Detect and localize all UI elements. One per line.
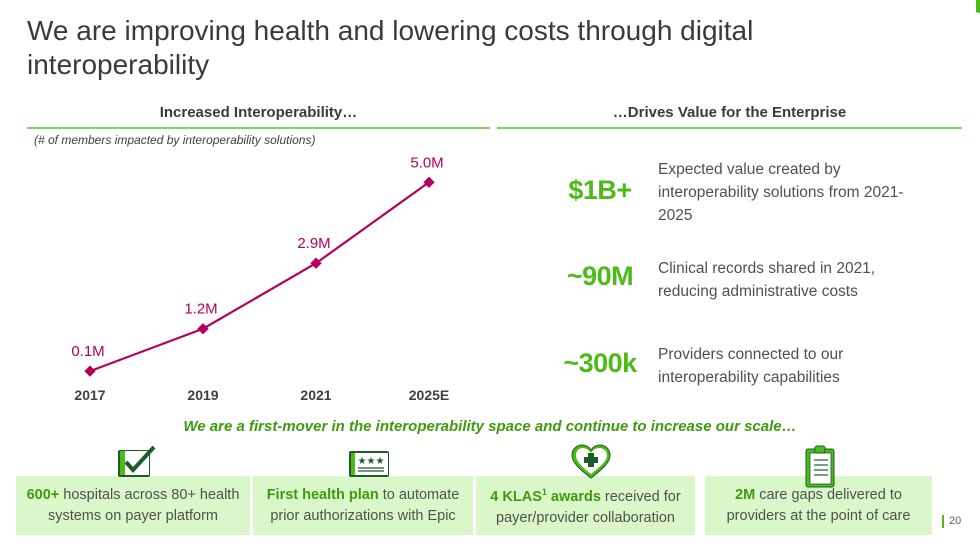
highlight-bold: First health plan — [266, 486, 379, 503]
data-point-marker — [197, 323, 209, 335]
x-tick-label: 2025E — [409, 387, 449, 403]
highlight-text: to automate prior authorizations with Ep… — [270, 486, 460, 524]
page-number: 20 — [942, 515, 961, 528]
x-tick-label: 2021 — [300, 387, 331, 403]
highlight-text: care gaps delivered to providers at the … — [726, 486, 911, 524]
metric-clinical-records: ~90M Clinical records shared in 2021, re… — [545, 257, 965, 327]
members-line-chart: 0.1M 2017 1.2M 2019 2.9M 2021 5.0M 2025E — [71, 155, 449, 403]
data-point-marker — [310, 257, 322, 269]
metric-value: ~90M — [566, 261, 634, 291]
metric-value-created: $1B+ Expected value created by interoper… — [545, 158, 965, 228]
highlight-bold: 600+ — [26, 486, 60, 503]
chart-subtitle: (# of members impacted by interoperabili… — [34, 133, 316, 147]
data-label: 1.2M — [184, 301, 217, 318]
x-tick-label: 2017 — [74, 387, 105, 403]
right-section-heading: …Drives Value for the Enterprise — [612, 104, 847, 121]
series-line — [89, 181, 430, 373]
right-heading-divider — [497, 127, 962, 129]
highlight-bold-2: awards — [546, 488, 601, 505]
footnote-marker: 1 — [541, 487, 547, 498]
data-label: 0.1M — [71, 343, 104, 360]
svg-text:★★★: ★★★ — [358, 456, 385, 467]
highlight-box-first-plan: First health plan to automate prior auth… — [253, 476, 473, 535]
heart-plus-icon — [571, 444, 611, 479]
checkbox-icon — [118, 446, 156, 477]
x-tick-label: 2019 — [187, 387, 218, 403]
highlight-bold: 2M — [735, 486, 756, 503]
highlight-bold: 4 KLAS — [490, 488, 542, 505]
data-label: 2.9M — [297, 235, 330, 252]
data-point-marker — [84, 365, 96, 377]
left-heading-divider — [27, 127, 490, 129]
metric-value: ~300k — [563, 348, 637, 378]
metric-description: Expected value created by interoperabili… — [658, 161, 904, 224]
clipboard-icon — [805, 445, 835, 488]
highlight-box-care-gaps: 2M care gaps delivered to providers at t… — [705, 476, 932, 535]
company-logo-icon — [976, 0, 980, 14]
metric-description: Clinical records shared in 2021, reducin… — [658, 260, 876, 300]
highlight-box-hospitals: 600+ hospitals across 80+ health systems… — [16, 476, 250, 535]
highlight-box-klas-awards: 4 KLAS1 awards received for payer/provid… — [476, 476, 695, 535]
certificate-icon: ★★★ — [349, 451, 389, 477]
highlight-text: hospitals across 80+ health systems on p… — [47, 486, 240, 524]
metric-description: Providers connected to our interoperabil… — [658, 346, 844, 386]
tagline: We are a first-mover in the interoperabi… — [183, 418, 797, 435]
highlight-text: received for payer/provider collaboratio… — [496, 488, 681, 526]
metric-providers-connected: ~300k Providers connected to our interop… — [545, 343, 965, 413]
data-point-marker — [423, 176, 435, 188]
left-section-heading: Increased Interoperability… — [159, 104, 358, 121]
metric-value: $1B+ — [568, 175, 632, 205]
page-title: We are improving health and lowering cos… — [27, 15, 754, 80]
data-label: 5.0M — [410, 155, 443, 171]
